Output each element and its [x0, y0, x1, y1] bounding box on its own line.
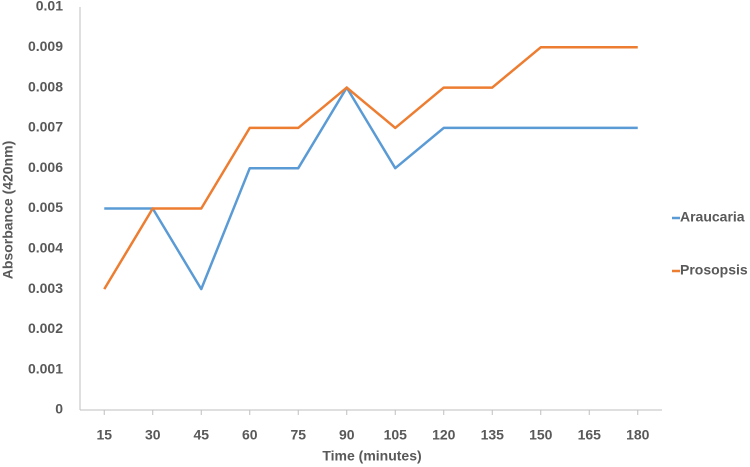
y-tick-label: 0.001 [28, 360, 63, 376]
x-tick-label: 30 [145, 427, 161, 443]
x-tick-label: 150 [529, 427, 553, 443]
y-tick-label: 0.002 [28, 320, 63, 336]
x-tick-label: 15 [96, 427, 112, 443]
y-tick-label: 0.009 [28, 38, 63, 54]
x-tick-label: 90 [339, 427, 355, 443]
y-tick-label: 0.005 [28, 199, 63, 215]
y-tick-label: 0.006 [28, 159, 63, 175]
x-tick-label: 45 [193, 427, 209, 443]
legend-label: Araucaria [680, 209, 745, 225]
x-tick-label: 120 [432, 427, 456, 443]
y-tick-label: 0.003 [28, 280, 63, 296]
y-tick-label: 0 [55, 401, 63, 417]
x-tick-label: 60 [242, 427, 258, 443]
x-tick-label: 165 [578, 427, 602, 443]
legend-label: Prosopsis [680, 262, 748, 278]
y-tick-label: 0.004 [28, 240, 63, 256]
y-axis-label: Absorbance (420nm) [0, 141, 16, 279]
x-axis-label: Time (minutes) [322, 448, 421, 464]
y-tick-label: 0.008 [28, 78, 63, 94]
x-tick-label: 75 [290, 427, 306, 443]
series-line [104, 86, 638, 291]
y-tick-label: 0.007 [28, 119, 63, 135]
x-tick-label: 135 [481, 427, 505, 443]
series-line [103, 46, 638, 290]
y-tick-label: 0.01 [36, 0, 63, 14]
x-tick-label: 105 [384, 427, 408, 443]
x-tick-label: 180 [626, 427, 650, 443]
